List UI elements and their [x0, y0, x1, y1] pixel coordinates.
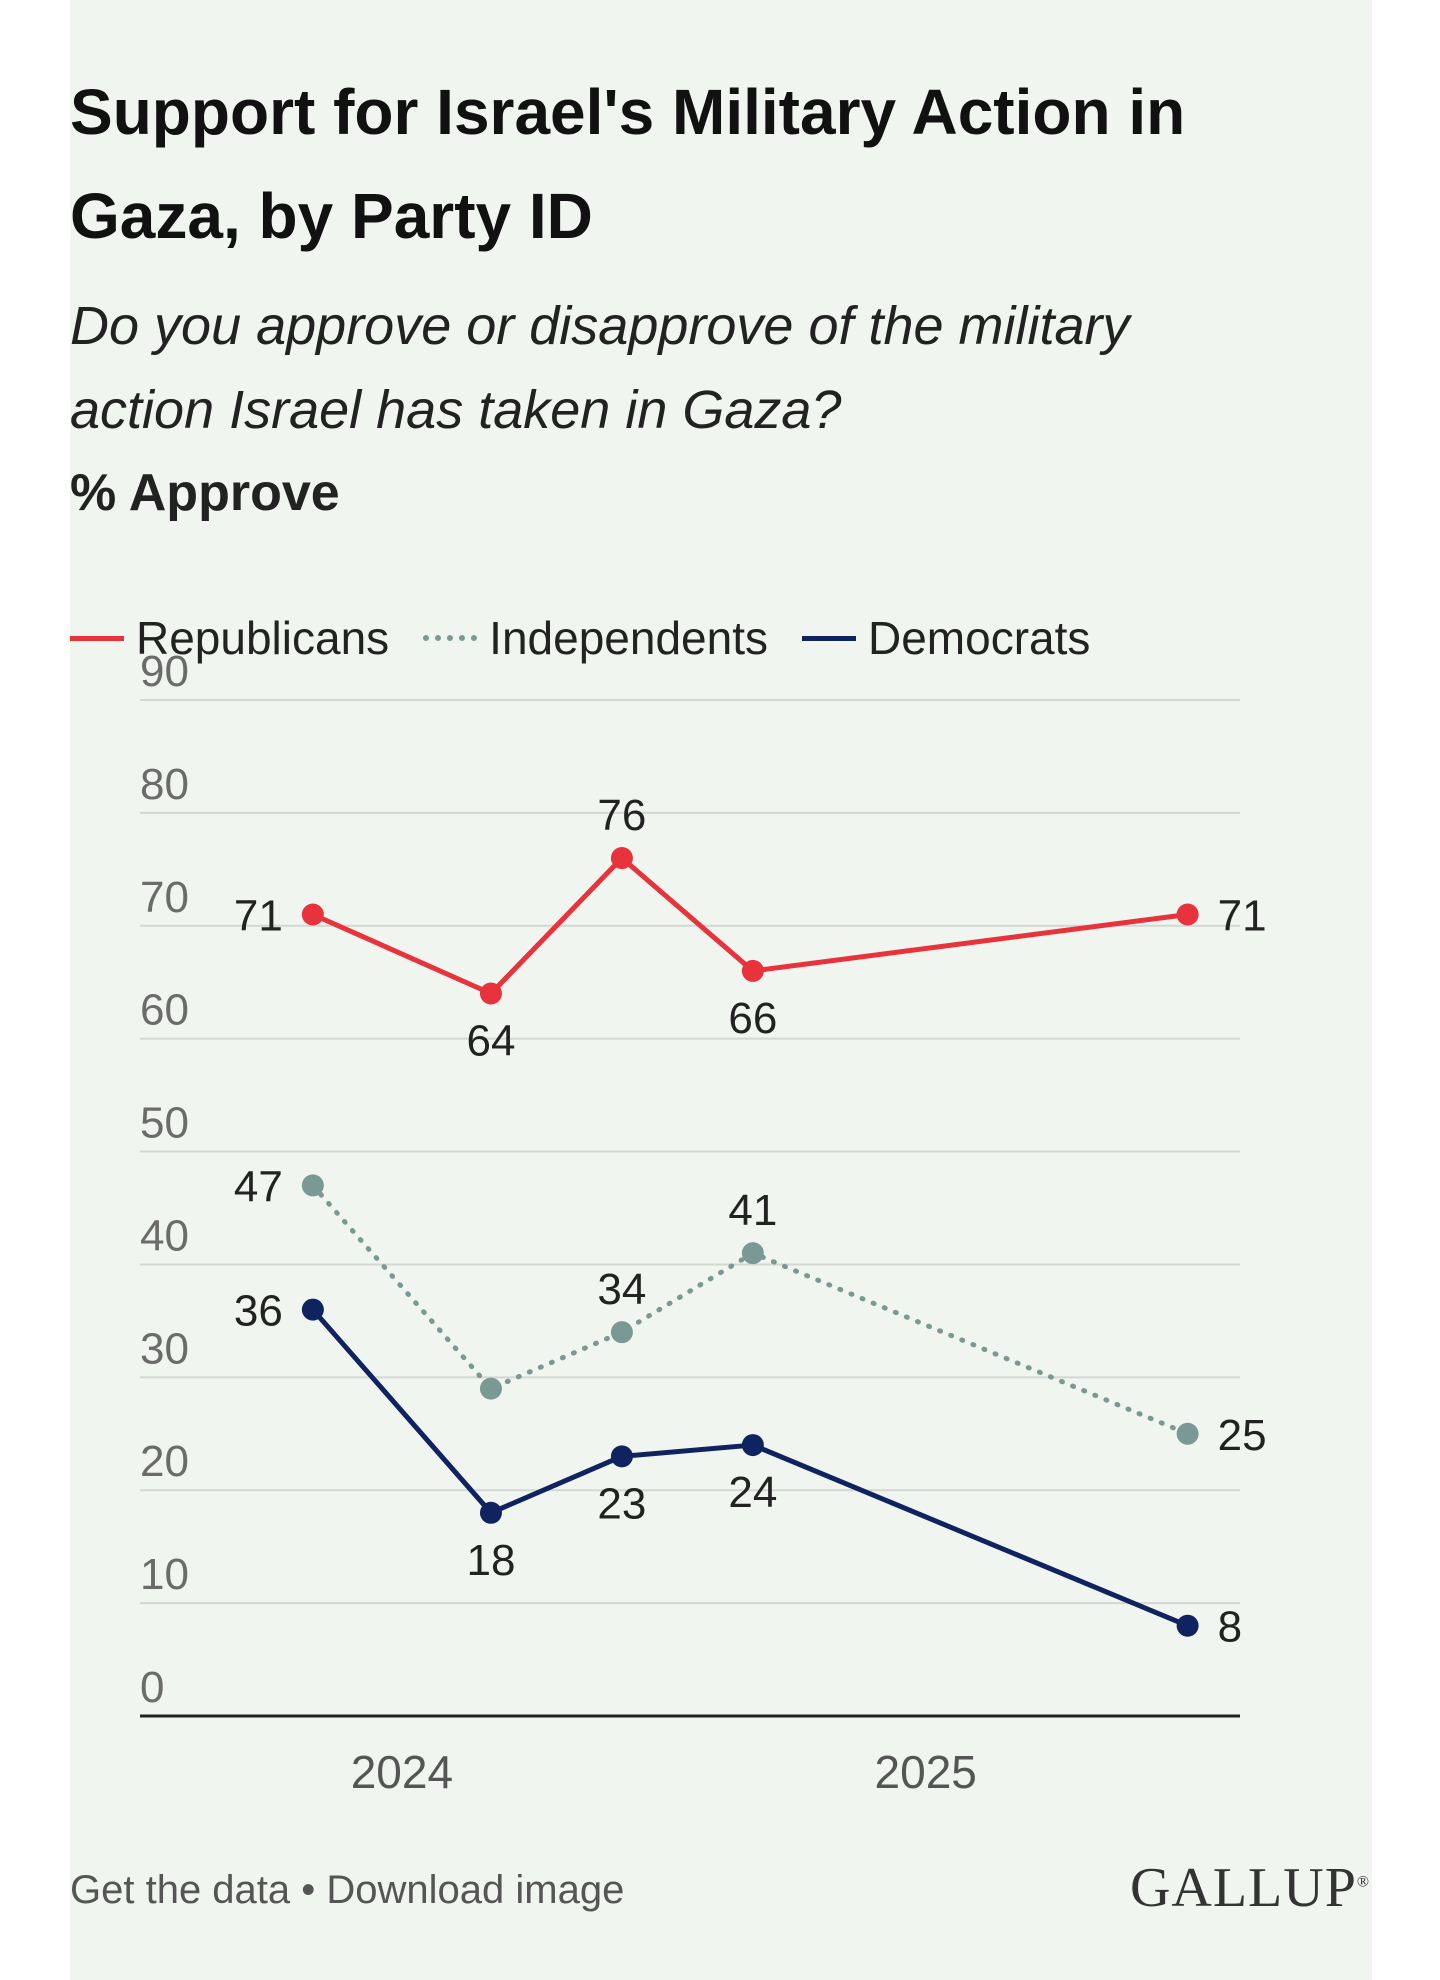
data-point-independents-4 — [1176, 1422, 1199, 1445]
data-point-independents-0 — [301, 1174, 324, 1197]
data-point-democrats-1 — [479, 1501, 502, 1524]
legend-label-independents: Independents — [489, 612, 768, 664]
legend-swatch-republicans — [70, 635, 124, 641]
chart-title: Support for Israel's Military Action in … — [70, 76, 1186, 252]
data-label-independents-4: 25 — [1218, 1411, 1267, 1460]
data-point-republicans-4 — [1176, 903, 1199, 926]
data-label-democrats-2: 23 — [597, 1479, 646, 1528]
y-tick-label-60: 60 — [140, 986, 189, 1035]
data-label-republicans-2: 76 — [597, 791, 646, 840]
data-label-democrats-3: 24 — [728, 1468, 777, 1517]
measure-label: % Approve — [70, 464, 340, 522]
legend-item-independents: Independents — [423, 611, 768, 665]
y-tick-label-70: 70 — [140, 873, 189, 922]
data-label-democrats-4: 8 — [1218, 1603, 1242, 1652]
legend-label-republicans: Republicans — [136, 612, 390, 664]
data-point-democrats-0 — [301, 1298, 324, 1321]
gallup-logo: GALLUP® — [1130, 1856, 1370, 1920]
chart-card — [70, 0, 1372, 1980]
data-point-democrats-2 — [610, 1445, 633, 1468]
data-label-independents-3: 41 — [728, 1186, 777, 1235]
gallup-logo-text: GALLUP — [1129, 1857, 1357, 1919]
data-point-republicans-2 — [610, 847, 633, 870]
data-point-republicans-0 — [301, 903, 324, 926]
legend-item-republicans: Republicans — [70, 611, 389, 665]
legend-label-democrats: Democrats — [867, 612, 1091, 664]
line-chart: 0 10 20 30 40 50 60 70 80 90 2024 2025 71 64 76 66 71 47 3… — [140, 647, 1267, 1798]
download-image-link[interactable]: Download image — [326, 1868, 625, 1912]
y-tick-label-30: 30 — [140, 1324, 189, 1373]
data-point-independents-1 — [479, 1377, 502, 1400]
data-label-independents-2: 34 — [597, 1265, 646, 1314]
y-tick-label-50: 50 — [140, 1099, 189, 1148]
y-tick-label-0: 0 — [140, 1663, 164, 1712]
footer-separator: • — [290, 1868, 327, 1912]
gallup-logo-mark: ® — [1356, 1873, 1370, 1891]
legend: Republicans Independents Democrats — [70, 608, 1124, 668]
y-tick-label-10: 10 — [140, 1550, 189, 1599]
data-point-independents-3 — [741, 1242, 764, 1265]
data-label-democrats-1: 18 — [466, 1536, 515, 1585]
data-point-republicans-1 — [479, 982, 502, 1005]
footer-links: Get the data • Download image — [70, 1862, 624, 1918]
legend-swatch-democrats — [801, 635, 856, 641]
data-point-democrats-3 — [741, 1434, 764, 1457]
data-label-republicans-3: 66 — [728, 994, 777, 1043]
data-point-republicans-3 — [741, 959, 764, 982]
chart-subtitle: Do you approve or disapprove of the mili… — [70, 296, 1130, 440]
x-tick-label-2025: 2025 — [875, 1746, 977, 1798]
series-line-independents — [310, 1182, 1191, 1437]
y-tick-label-90: 90 — [140, 647, 189, 696]
legend-swatch-independents — [423, 635, 478, 641]
data-label-republicans-0: 71 — [234, 891, 283, 940]
data-point-independents-2 — [610, 1321, 633, 1344]
data-label-republicans-1: 64 — [466, 1017, 515, 1066]
data-label-democrats-0: 36 — [234, 1287, 283, 1336]
data-point-democrats-4 — [1176, 1614, 1199, 1637]
x-tick-label-2024: 2024 — [351, 1746, 453, 1798]
y-tick-label-40: 40 — [140, 1211, 189, 1260]
get-data-link[interactable]: Get the data — [70, 1868, 291, 1912]
legend-item-democrats: Democrats — [801, 611, 1091, 665]
data-label-independents-0: 47 — [234, 1162, 283, 1211]
y-tick-label-80: 80 — [140, 760, 189, 809]
data-label-republicans-4: 71 — [1218, 891, 1267, 940]
y-tick-label-20: 20 — [140, 1437, 189, 1486]
